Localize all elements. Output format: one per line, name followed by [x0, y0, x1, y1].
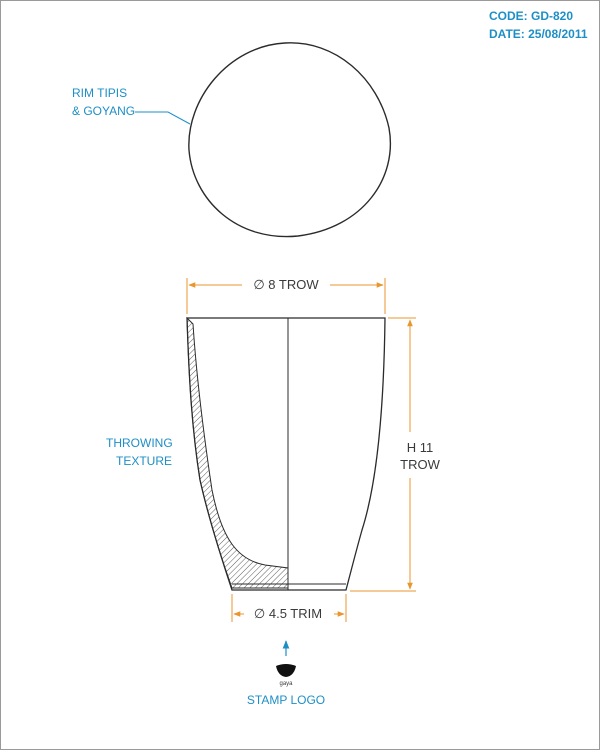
rim-leader-line [135, 111, 191, 125]
rim-callout-line1: RIM TIPIS [72, 86, 127, 100]
cup-outline [186, 317, 386, 591]
top-diameter-label: ∅ 8 TROW [253, 277, 319, 292]
height-label-line1: H 11 [407, 440, 434, 455]
bottom-diameter-label: ∅ 4.5 TRIM [254, 606, 322, 621]
rim-callout-line2: & GOYANG [72, 104, 135, 118]
stamp-logo-icon [276, 664, 296, 677]
bottom-diameter-dimension [231, 594, 347, 622]
top-diameter-dimension [186, 278, 386, 314]
height-dimension [350, 317, 416, 592]
rim-top-view [188, 42, 391, 238]
cup-side-view [186, 316, 386, 591]
texture-callout-line1: THROWING [106, 436, 173, 450]
wall-section-hatch [186, 316, 289, 589]
stamp-logo-text: gaya [279, 681, 293, 687]
stamp-label: STAMP LOGO [247, 693, 325, 707]
height-label-line2: TROW [400, 457, 440, 472]
date-label: DATE: 25/08/2011 [489, 27, 588, 41]
texture-callout-line2: TEXTURE [116, 454, 172, 468]
code-label: CODE: GD-820 [489, 9, 573, 23]
